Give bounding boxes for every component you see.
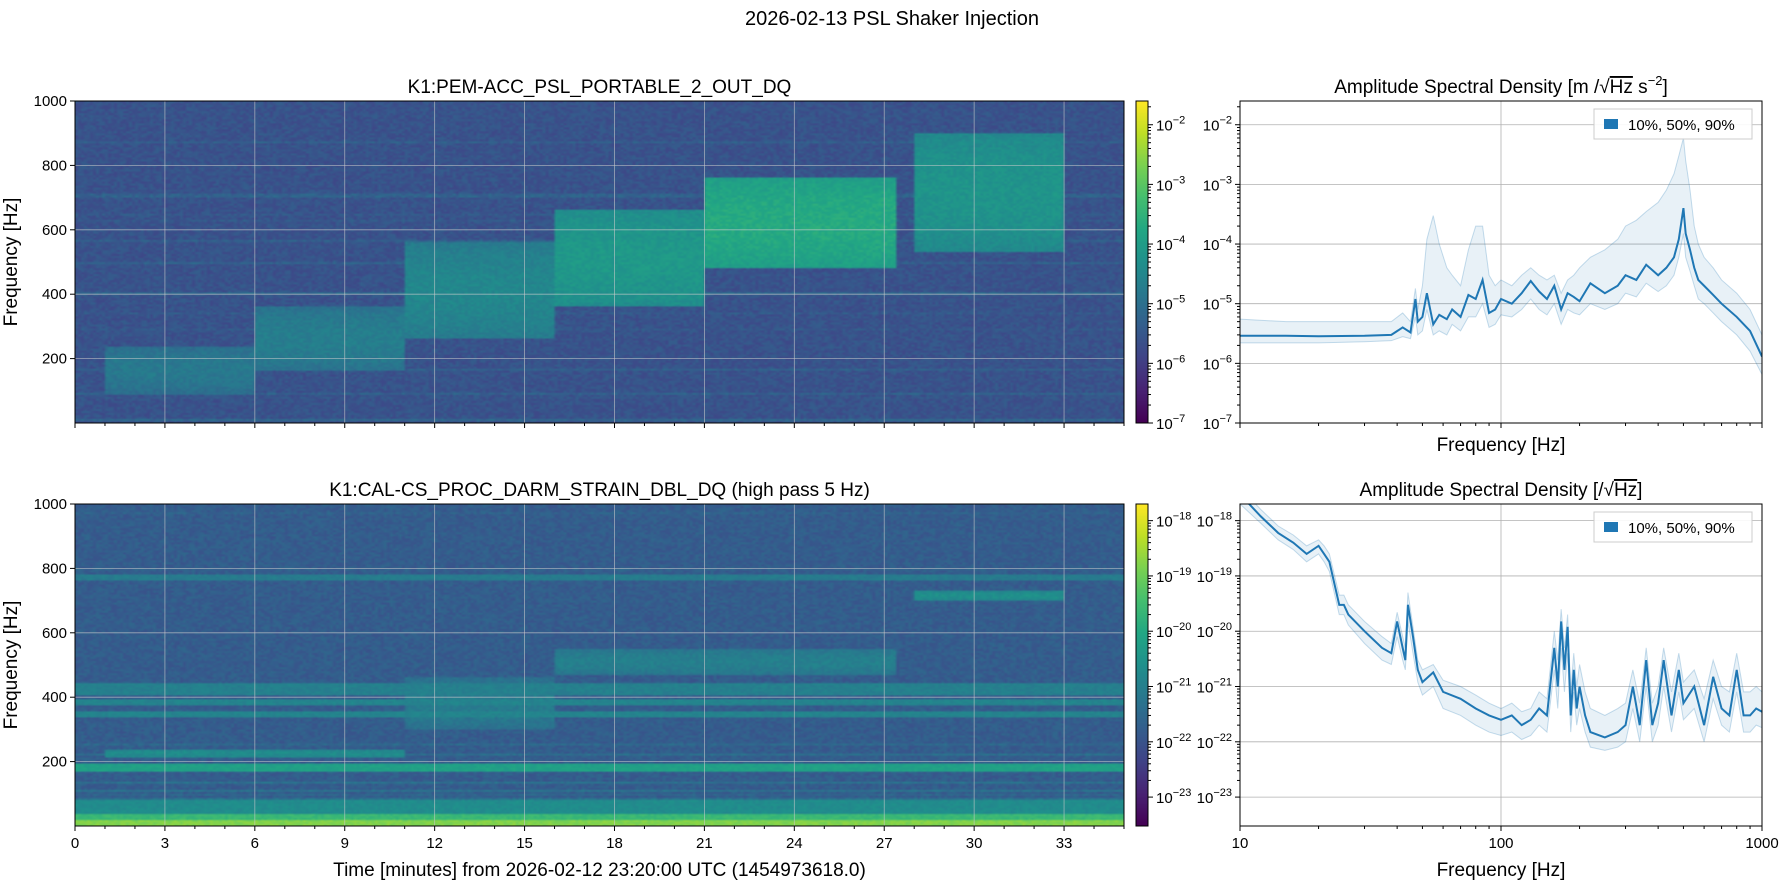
x-axis-label: Time [minutes] from 2026-02-12 23:20:00 … (333, 860, 866, 881)
y-tick-label: 600 (42, 625, 67, 642)
median-line (1247, 504, 1762, 739)
colorbar-image (1136, 504, 1148, 826)
colorbar-tick-label: 10−6 (1156, 353, 1185, 373)
colorbar-tick-label: 10−19 (1156, 566, 1191, 586)
colorbar-tick-label: 10−18 (1156, 511, 1191, 531)
p10-line (1240, 504, 1762, 751)
x-tick-label: 3 (161, 835, 169, 852)
p90-line (1240, 137, 1762, 336)
p10-line (1240, 233, 1762, 375)
x-tick-label: 10 (1232, 835, 1249, 852)
legend-frame (1593, 511, 1753, 543)
colorbar-tick-label: 10−4 (1156, 234, 1185, 254)
y-tick-label: 200 (42, 754, 67, 771)
colorbar-frame (1135, 503, 1149, 827)
panel-title: Amplitude Spectral Density [m /√Hz s−2] (1334, 73, 1668, 98)
x-tick-label: 30 (966, 835, 983, 852)
panel-title: K1:PEM-ACC_PSL_PORTABLE_2_OUT_DQ (408, 77, 792, 98)
y-tick-label: 10−22 (1197, 732, 1232, 752)
spectrogram-image (75, 101, 1124, 423)
colorbar: 10−7 10−6 10−5 10−4 10−3 10−2 (1135, 100, 1185, 433)
y-tick-label: 10−18 (1197, 511, 1232, 531)
colorbar-tick-label: 10−20 (1156, 621, 1191, 641)
x-axis-label: Frequency [Hz] (1437, 860, 1566, 881)
y-axis-label: Frequency [Hz] (1, 198, 22, 327)
y-tick-label: 10−5 (1203, 294, 1232, 314)
axes-frame (74, 503, 1125, 827)
asd-panel-1: 10−7 10−6 10−5 10−4 10−3 10−2 Amplitude Spectr… (1203, 73, 1763, 456)
colorbar-tick-label: 10−21 (1156, 677, 1191, 697)
legend-label: 10%, 50%, 90% (1628, 520, 1735, 537)
x-tick-label: 27 (876, 835, 893, 852)
spectrogram-panel-2: 200 400 600 800 1000 0 3 6 9 12 15 18 21 24 27 30 33 K1:C… (1, 480, 1191, 881)
median-line (1240, 207, 1762, 357)
x-axis-label: Frequency [Hz] (1437, 435, 1566, 456)
colorbar-tick-label: 10−5 (1156, 294, 1185, 314)
y-tick-label: 10−20 (1197, 621, 1232, 641)
asd-plot-area (1240, 137, 1762, 375)
x-tick-label: 21 (696, 835, 713, 852)
x-tick-label: 18 (606, 835, 623, 852)
panel-title: K1:CAL-CS_PROC_DARM_STRAIN_DBL_DQ (high … (329, 480, 870, 501)
y-tick-label: 400 (42, 689, 67, 706)
legend: 10%, 50%, 90% (1593, 108, 1753, 140)
y-tick-label: 400 (42, 286, 67, 303)
x-tick-label: 0 (71, 835, 79, 852)
y-tick-label: 10−4 (1203, 234, 1232, 254)
colorbar-tick-label: 10−3 (1156, 174, 1185, 194)
colorbar-tick-label: 10−7 (1156, 413, 1185, 433)
legend: 10%, 50%, 90% (1593, 511, 1753, 543)
y-tick-label: 10−2 (1203, 115, 1232, 135)
y-tick-label: 200 (42, 351, 67, 368)
x-tick-label: 9 (341, 835, 349, 852)
y-tick-label: 10−3 (1203, 174, 1232, 194)
y-axis-label: Frequency [Hz] (1, 601, 22, 730)
x-tick-label: 33 (1056, 835, 1073, 852)
x-tick-label: 12 (426, 835, 443, 852)
percentile-band (1240, 137, 1762, 375)
y-tick-label: 10−19 (1197, 566, 1232, 586)
x-tick-label: 1000 (1745, 835, 1778, 852)
colorbar-tick-label: 10−23 (1156, 787, 1191, 807)
asd-panel-2: 10−23 10−22 10−21 10−20 10−19 10−18 10 100 1000 A… (1197, 480, 1779, 881)
colorbar-tick-label: 10−2 (1156, 115, 1185, 135)
asd-plot-area (1240, 504, 1762, 751)
spectrogram-panel-1: 200 400 600 800 1000 K1:PEM-ACC_PSL_PORTABLE_… (1, 77, 1185, 433)
x-tick-label: 100 (1488, 835, 1513, 852)
panel-title: Amplitude Spectral Density [/√Hz] (1360, 480, 1643, 501)
y-tick-label: 10−6 (1203, 353, 1232, 373)
y-tick-label: 10−21 (1197, 677, 1232, 697)
x-tick-label: 15 (516, 835, 533, 852)
p90-line (1254, 504, 1762, 716)
colorbar: 10−23 10−22 10−21 10−20 10−19 10−18 (1135, 503, 1191, 827)
x-tick-label: 6 (251, 835, 259, 852)
legend-label: 10%, 50%, 90% (1628, 117, 1735, 134)
colorbar-image (1136, 101, 1148, 423)
y-tick-label: 10−23 (1197, 787, 1232, 807)
figure-title: 2026-02-13 PSL Shaker Injection (745, 8, 1039, 30)
y-tick-label: 600 (42, 222, 67, 239)
spectrogram-image (75, 504, 1124, 826)
y-tick-label: 10−7 (1203, 413, 1232, 433)
y-tick-label: 1000 (34, 496, 67, 513)
y-tick-label: 800 (42, 157, 67, 174)
y-tick-label: 1000 (34, 93, 67, 110)
legend-swatch (1604, 522, 1618, 532)
x-tick-label: 24 (786, 835, 803, 852)
legend-frame (1593, 108, 1753, 140)
colorbar-tick-label: 10−22 (1156, 732, 1191, 752)
legend-swatch (1604, 119, 1618, 129)
y-tick-label: 800 (42, 560, 67, 577)
axes-frame (74, 100, 1125, 424)
